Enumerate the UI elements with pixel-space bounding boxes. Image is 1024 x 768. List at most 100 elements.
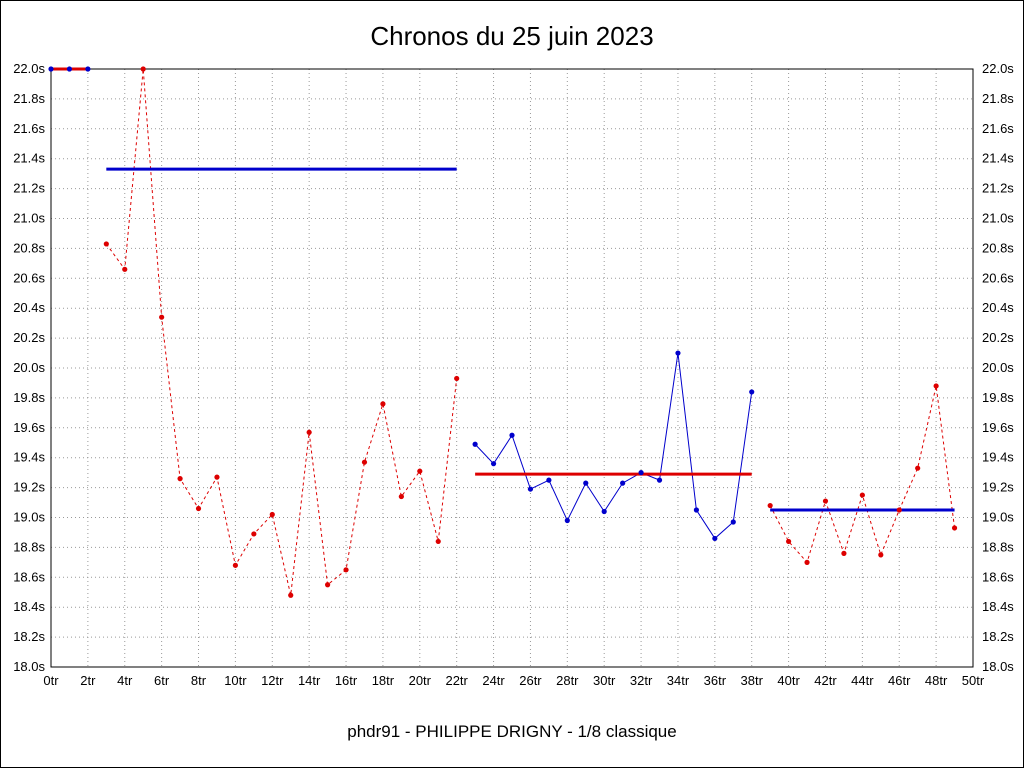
lap-point-stint-2 — [380, 401, 386, 407]
x-tick-label: 24tr — [482, 673, 505, 688]
x-tick-label: 40tr — [777, 673, 800, 688]
lap-point-stint-2 — [398, 493, 404, 500]
lap-point-stint-2 — [177, 476, 183, 482]
y-tick-label-left: 18.2s — [13, 629, 45, 644]
x-tick-label: 14tr — [298, 673, 321, 688]
x-tick-label: 4tr — [117, 673, 133, 688]
lap-point-stint-4 — [896, 507, 902, 513]
lap-point-stint-3 — [546, 477, 552, 483]
lap-point-stint-2 — [306, 429, 312, 435]
y-tick-label-left: 20.4s — [13, 300, 45, 315]
lap-point-stint-3 — [601, 508, 607, 515]
lap-point-stint-2 — [122, 266, 128, 272]
lap-point-stint-2 — [288, 592, 294, 598]
lap-point-stint-2 — [103, 241, 109, 247]
x-tick-label: 48tr — [925, 673, 948, 688]
lap-point-stint-3 — [490, 461, 497, 467]
y-tick-label-left: 18.4s — [13, 599, 45, 614]
x-tick-label: 34tr — [667, 673, 690, 688]
lap-point-stint-2 — [454, 375, 460, 382]
series-line-stint-4 — [769, 385, 956, 564]
lap-point-stint-2 — [325, 582, 331, 588]
y-tick-label-right: 20.2s — [982, 330, 1014, 345]
x-tick-label: 16tr — [335, 673, 358, 688]
y-tick-label-left: 20.0s — [13, 360, 45, 375]
x-tick-label: 42tr — [814, 673, 837, 688]
lap-point-stint-2 — [343, 567, 349, 573]
x-tick-label: 26tr — [519, 673, 542, 688]
x-tick-label: 22tr — [445, 673, 468, 688]
y-tick-label-right: 21.0s — [982, 211, 1014, 226]
y-tick-label-left: 22.0s — [13, 61, 45, 76]
y-tick-label-left: 20.6s — [13, 270, 45, 285]
y-tick-label-right: 21.4s — [982, 151, 1014, 166]
y-tick-label-left: 18.0s — [13, 659, 45, 674]
lap-point-stint-2 — [435, 538, 441, 545]
x-tick-label: 28tr — [556, 673, 579, 688]
lap-point-stint-3 — [638, 470, 644, 476]
lap-point-stint-2 — [140, 66, 146, 72]
lap-point-stint-3 — [675, 350, 681, 356]
y-tick-label-right: 22.0s — [982, 61, 1014, 76]
y-tick-label-left: 20.2s — [13, 330, 45, 345]
x-tick-label: 46tr — [888, 673, 911, 688]
y-tick-label-right: 19.0s — [982, 510, 1014, 525]
y-tick-label-right: 18.4s — [982, 599, 1014, 614]
lap-point-stint-4 — [804, 559, 810, 565]
x-tick-label: 20tr — [409, 673, 432, 688]
lap-point-stint-3 — [527, 486, 534, 492]
x-tick-label: 2tr — [80, 673, 96, 688]
chart-caption: phdr91 - PHILIPPE DRIGNY - 1/8 classique — [347, 722, 677, 741]
x-tick-label: 36tr — [704, 673, 727, 688]
y-tick-label-right: 20.6s — [982, 270, 1014, 285]
y-tick-label-left: 18.8s — [13, 539, 45, 554]
lap-point-stint-4 — [822, 498, 829, 504]
y-tick-label-right: 21.6s — [982, 121, 1014, 136]
lap-point-stint-3 — [564, 517, 570, 524]
lap-point-stint-3 — [730, 519, 736, 525]
lap-point-stint-1 — [48, 66, 54, 72]
x-tick-label: 32tr — [630, 673, 653, 688]
x-tick-label: 8tr — [191, 673, 207, 688]
y-tick-label-left: 20.8s — [13, 240, 45, 255]
y-tick-label-right: 19.8s — [982, 390, 1014, 405]
x-tick-label: 0tr — [43, 673, 59, 688]
lap-point-stint-3 — [693, 507, 700, 513]
lap-point-stint-4 — [859, 492, 865, 498]
lap-point-stint-4 — [767, 502, 773, 509]
y-tick-label-right: 20.0s — [982, 360, 1014, 375]
x-tick-label: 10tr — [224, 673, 247, 688]
lap-point-stint-1 — [66, 66, 73, 72]
lap-point-stint-2 — [361, 459, 368, 465]
x-tick-label: 44tr — [851, 673, 874, 688]
series-line-stint-3 — [474, 352, 753, 540]
plot-area: 18.0s 18.0s 18.2s 18.2s 18.4s 18.4s 18.6s 18.6s… — [13, 61, 1014, 688]
chart-title: Chronos du 25 juin 2023 — [370, 21, 654, 51]
lap-point-stint-2 — [251, 531, 257, 537]
lap-point-stint-2 — [214, 474, 220, 480]
y-tick-label-left: 21.4s — [13, 151, 45, 166]
lap-point-stint-2 — [195, 505, 202, 512]
y-tick-label-right: 20.4s — [982, 300, 1014, 315]
lap-point-stint-4 — [915, 465, 921, 471]
y-tick-label-right: 19.2s — [982, 480, 1014, 495]
lap-point-stint-3 — [712, 535, 718, 542]
y-tick-label-left: 19.6s — [13, 420, 45, 435]
lap-point-stint-4 — [933, 383, 939, 389]
y-tick-label-left: 18.6s — [13, 569, 45, 584]
y-tick-label-left: 19.2s — [13, 480, 45, 495]
y-tick-label-right: 18.8s — [982, 539, 1014, 554]
y-tick-label-left: 21.6s — [13, 121, 45, 136]
x-tick-label: 12tr — [261, 673, 284, 688]
series-line-stint-2 — [105, 68, 458, 596]
y-tick-label-right: 21.2s — [982, 181, 1014, 196]
lap-point-stint-3 — [656, 477, 663, 483]
plot-border — [50, 68, 974, 668]
y-tick-label-right: 18.2s — [982, 629, 1014, 644]
x-tick-label: 6tr — [154, 673, 170, 688]
y-tick-label-left: 21.0s — [13, 211, 45, 226]
lap-point-stint-4 — [878, 552, 884, 558]
y-tick-label-left: 21.2s — [13, 181, 45, 196]
